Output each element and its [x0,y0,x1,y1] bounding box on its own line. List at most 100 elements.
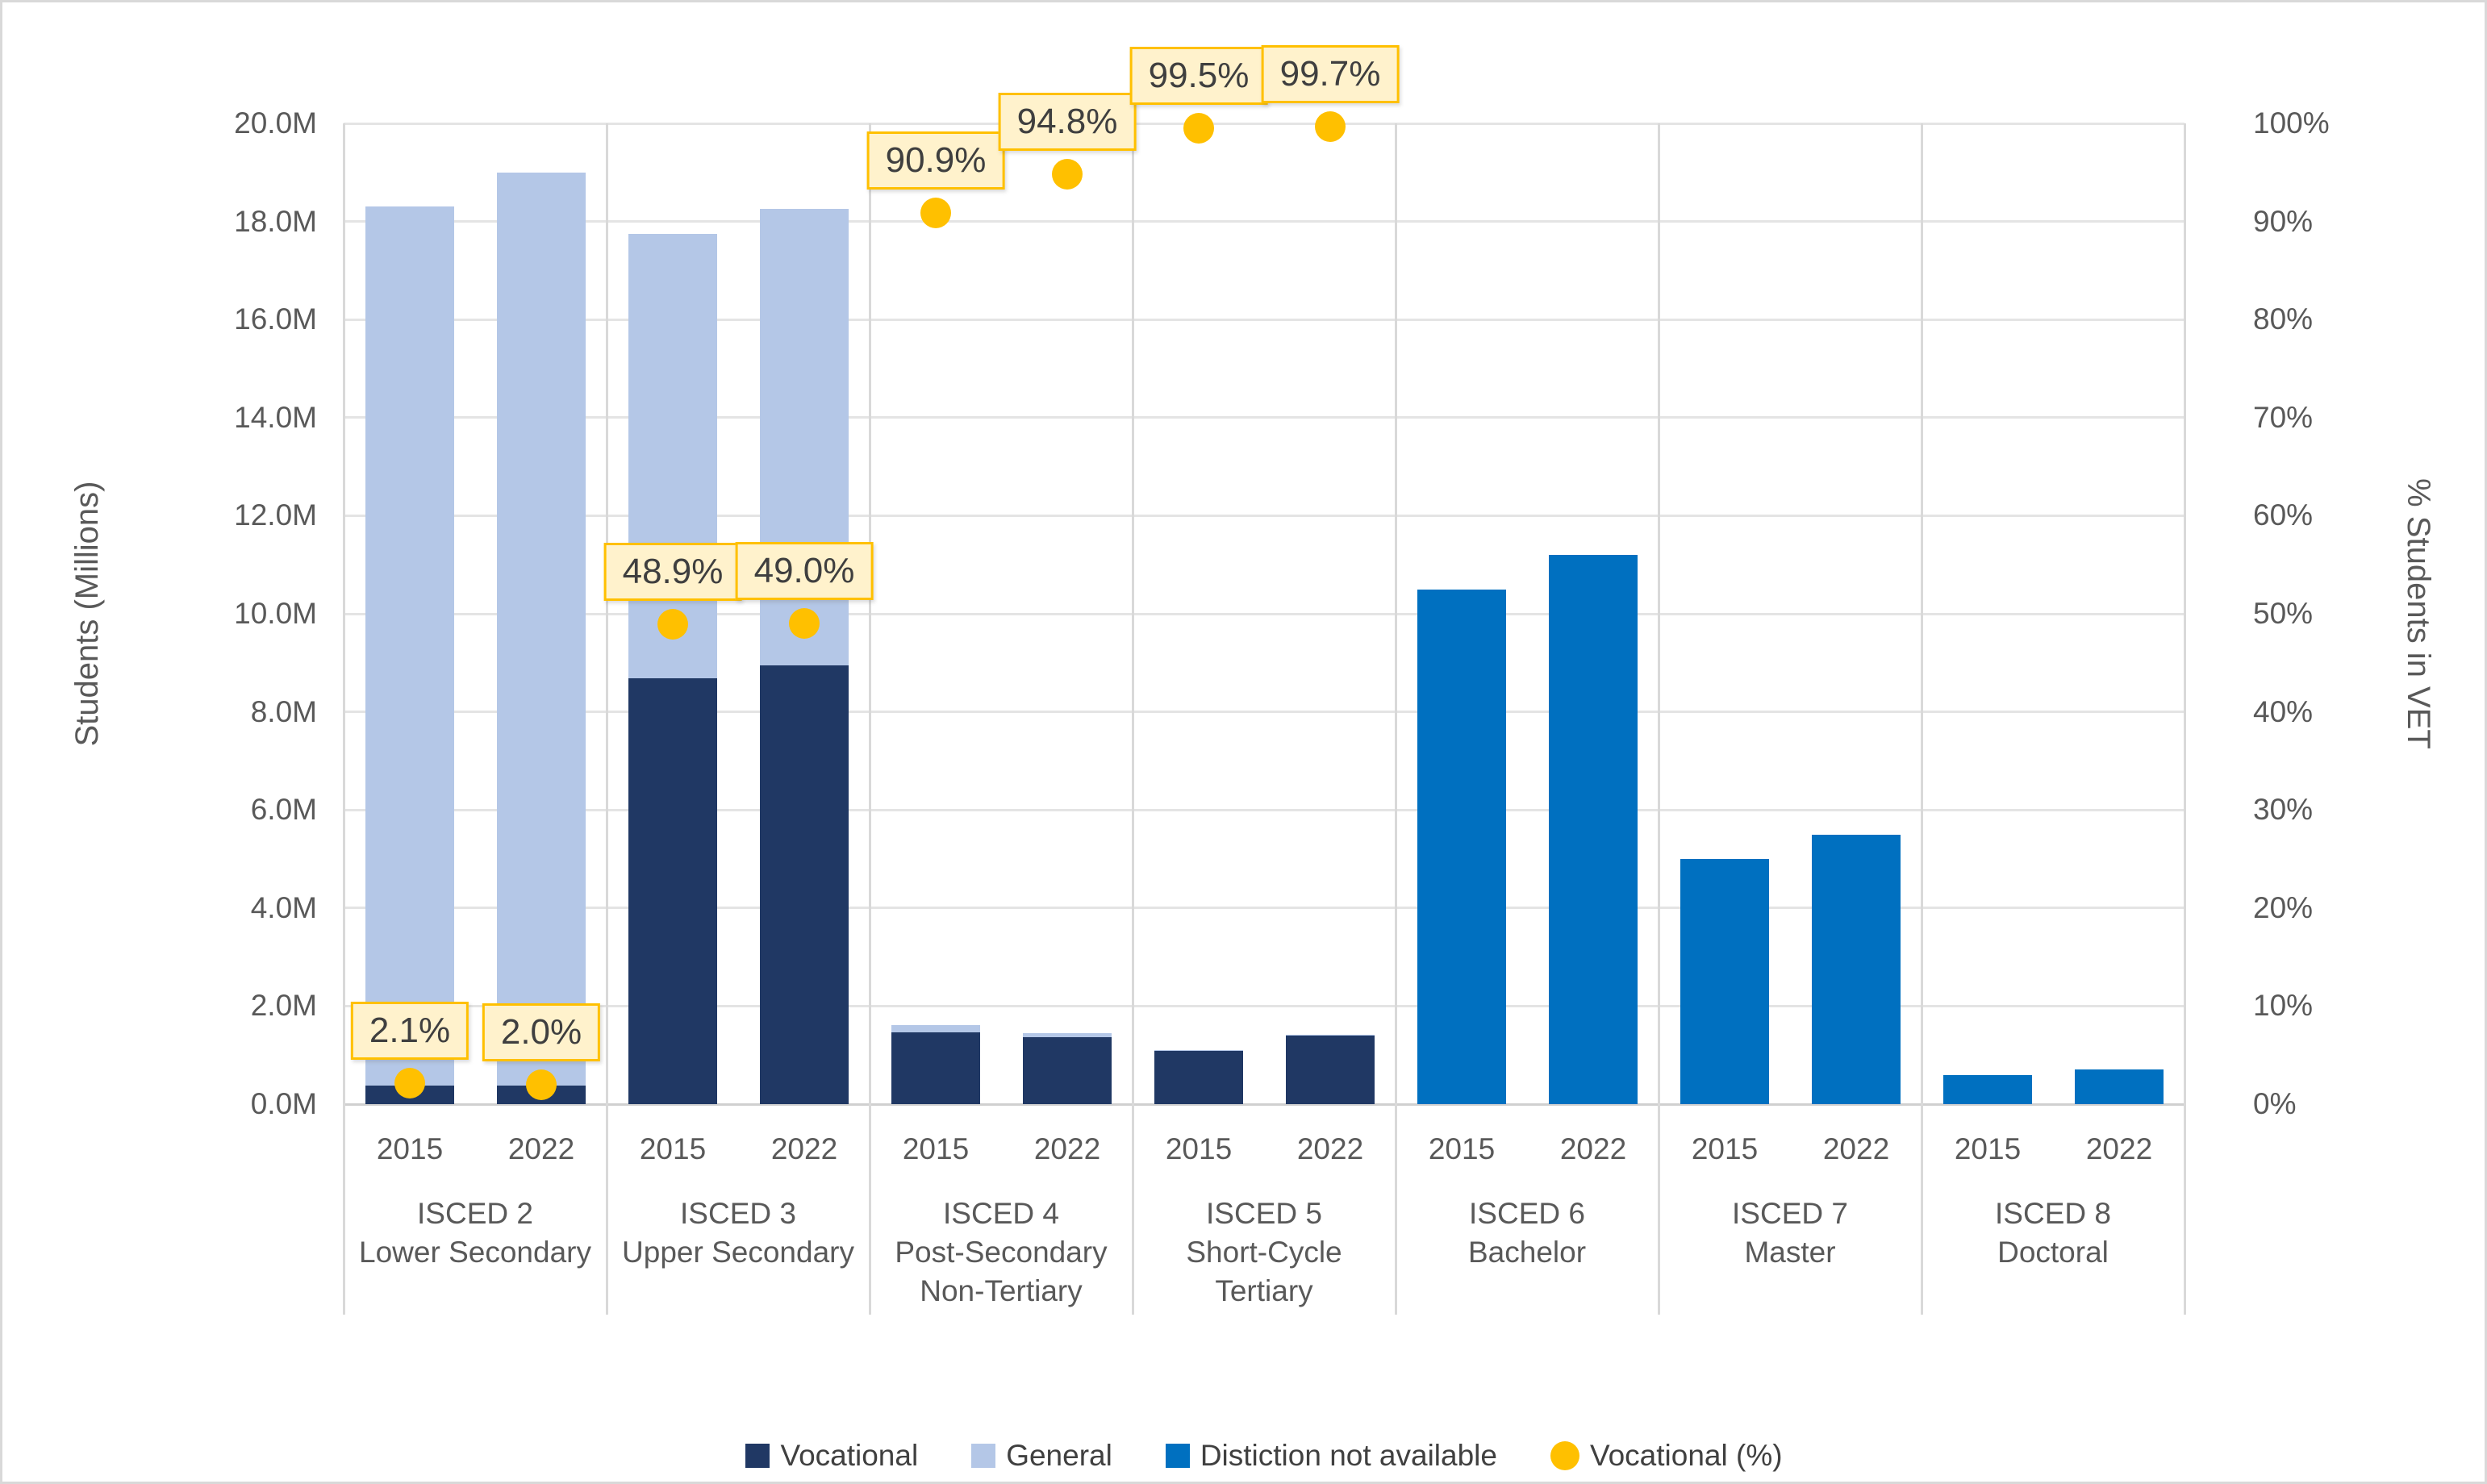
data-label-vocational-pct-isced-4-2015: 90.9% [866,131,1005,190]
gridline [344,809,2184,811]
gridline [344,515,2184,517]
year-label: 2022 [1033,1132,1101,1165]
bar-distiction-not-available-isced-7-2015[interactable] [1680,859,1769,1104]
category-label-isced: ISCED 4 [943,1197,1059,1230]
left-axis-tick: 4.0M [250,891,317,924]
year-label: 2022 [1822,1132,1890,1165]
left-axis-tick: 12.0M [234,498,317,531]
bar-general-isced-5-2015[interactable] [1154,1049,1243,1051]
category-label-isced: ISCED 2 [417,1197,533,1230]
year-label: 2015 [1691,1132,1759,1165]
left-axis-tick: 20.0M [234,106,317,140]
bar-vocational-isced-5-2022[interactable] [1286,1036,1375,1104]
gridline [344,416,2184,419]
year-label: 2022 [1559,1132,1627,1165]
data-label-vocational-pct-isced-3-2022: 49.0% [735,542,874,600]
data-label-vocational-pct-isced-2-2015: 2.1% [350,1002,469,1060]
legend-square-marker [1165,1444,1190,1468]
left-axis-tick: 18.0M [234,205,317,238]
left-axis-tick: 6.0M [250,793,317,826]
gridline [344,907,2184,909]
category-divider [869,123,871,1315]
right-axis-tick: 70% [2253,401,2314,434]
year-label: 2015 [639,1132,707,1165]
bar-general-isced-4-2015[interactable] [891,1025,980,1033]
data-label-vocational-pct-isced-2-2022: 2.0% [482,1003,601,1061]
category-label-isced: ISCED 6 [1469,1197,1585,1230]
category-divider [1132,123,1134,1315]
data-label-vocational-pct-isced-4-2022: 94.8% [998,93,1137,151]
year-label: 2022 [770,1132,838,1165]
legend-square-marker [745,1444,770,1468]
legend-square-marker [971,1444,996,1468]
data-label-vocational-pct-isced-5-2022: 99.7% [1261,45,1400,103]
bar-distiction-not-available-isced-6-2015[interactable] [1417,589,1506,1104]
right-axis-tick: 100% [2253,106,2330,140]
gridline [344,220,2184,223]
category-divider [1658,123,1660,1315]
dot-vocational-pct-isced-2-2015[interactable] [394,1068,425,1098]
year-label: 2015 [376,1132,444,1165]
bar-vocational-isced-3-2015[interactable] [628,678,717,1104]
bar-vocational-isced-5-2015[interactable] [1154,1050,1243,1104]
dot-vocational-pct-isced-3-2015[interactable] [657,609,688,640]
x-axis-line [344,1103,2184,1106]
legend-item-label: Distiction not available [1200,1439,1497,1472]
gridline [344,613,2184,615]
left-axis-tick: 16.0M [234,302,317,336]
category-label-name: Doctoral [1997,1236,2109,1269]
dot-vocational-pct-isced-4-2022[interactable] [1052,159,1083,190]
left-axis-title: Students (Millions) [69,481,105,747]
right-axis-tick: 50% [2253,597,2314,630]
bar-distiction-not-available-isced-6-2022[interactable] [1549,555,1638,1104]
right-axis-tick: 20% [2253,891,2314,924]
legend: Vocational General Distiction not availabl… [344,1432,2184,1480]
bar-vocational-isced-4-2022[interactable] [1023,1036,1112,1104]
category-label-name: Bachelor [1467,1236,1587,1269]
category-divider [1395,123,1397,1315]
year-label: 2022 [507,1132,575,1165]
bar-distiction-not-available-isced-7-2022[interactable] [1812,834,1901,1104]
year-label: 2022 [2085,1132,2153,1165]
bar-general-isced-5-2022[interactable] [1286,1035,1375,1036]
gridline [344,123,2184,125]
left-axis-tick: 0.0M [250,1087,317,1120]
right-axis-tick: 90% [2253,205,2314,238]
bar-distiction-not-available-isced-8-2022[interactable] [2075,1069,2164,1104]
data-label-vocational-pct-isced-5-2015: 99.5% [1129,47,1268,105]
bar-vocational-isced-3-2022[interactable] [760,665,849,1104]
left-axis-tick: 14.0M [234,401,317,434]
bar-vocational-isced-4-2015[interactable] [891,1032,980,1104]
bar-general-isced-2-2022[interactable] [497,172,586,1086]
year-label: 2015 [1428,1132,1496,1165]
dot-vocational-pct-isced-2-2022[interactable] [526,1069,557,1100]
category-label-isced: ISCED 3 [680,1197,796,1230]
bar-general-isced-3-2015[interactable] [628,233,717,679]
plot-right-border [2184,123,2186,1315]
category-label-isced: ISCED 8 [1995,1197,2111,1230]
bar-general-isced-4-2022[interactable] [1023,1032,1112,1037]
dot-vocational-pct-isced-3-2022[interactable] [789,608,820,639]
category-label-isced: ISCED 5 [1206,1197,1322,1230]
bar-distiction-not-available-isced-8-2015[interactable] [1943,1074,2032,1104]
legend-item-label: General [1006,1439,1112,1472]
plot-left-border [343,123,345,1315]
dot-vocational-pct-isced-5-2015[interactable] [1183,113,1214,144]
legend-item-vocational[interactable]: Vocational [745,1438,918,1474]
legend-item-general[interactable]: General [971,1438,1112,1474]
dot-vocational-pct-isced-5-2022[interactable] [1315,111,1346,142]
right-axis-tick: 60% [2253,498,2314,531]
dot-vocational-pct-isced-4-2015[interactable] [920,198,951,228]
category-label-name: Tertiary [1215,1274,1313,1307]
legend-item-distiction-not-available[interactable]: Distiction not available [1165,1438,1497,1474]
year-label: 2015 [902,1132,970,1165]
bar-general-isced-2-2015[interactable] [365,206,454,1086]
gridline [344,1005,2184,1007]
legend-item-label: Vocational (%) [1589,1439,1783,1472]
left-axis-tick: 2.0M [250,989,317,1022]
legend-item-vocational[interactable]: Vocational (%) [1550,1438,1783,1474]
data-label-vocational-pct-isced-3-2015: 48.9% [603,543,742,601]
left-axis-tick: 10.0M [234,597,317,630]
